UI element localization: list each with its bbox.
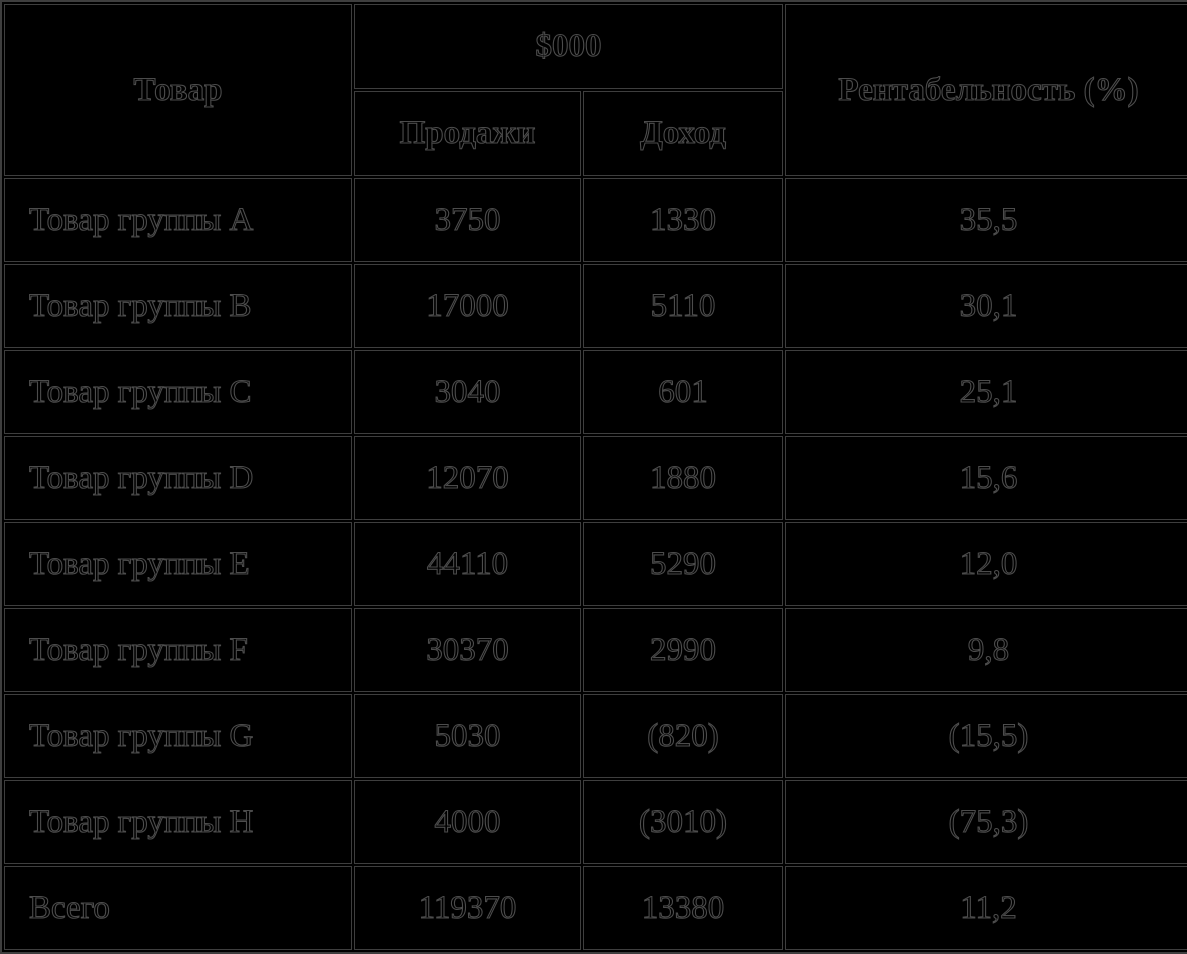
- profitability-cell: 25,1: [785, 350, 1187, 434]
- sales-cell: 3040: [354, 350, 581, 434]
- income-cell: 1880: [583, 436, 783, 520]
- profitability-cell: 9,8: [785, 608, 1187, 692]
- header-product: Товар: [4, 4, 352, 176]
- sales-cell: 30370: [354, 608, 581, 692]
- table-row: Товар группы C 3040 601 25,1: [4, 350, 1187, 434]
- table-row: Товар группы A 3750 1330 35,5: [4, 178, 1187, 262]
- product-cell: Товар группы G: [4, 694, 352, 778]
- profitability-cell: 12,0: [785, 522, 1187, 606]
- header-profitability: Рентабельность (%): [785, 4, 1187, 176]
- income-cell: 1330: [583, 178, 783, 262]
- product-cell: Товар группы B: [4, 264, 352, 348]
- profitability-cell: 11,2: [785, 866, 1187, 950]
- sales-cell: 12070: [354, 436, 581, 520]
- product-cell: Товар группы C: [4, 350, 352, 434]
- sales-cell: 5030: [354, 694, 581, 778]
- table-row: Товар группы G 5030 (820) (15,5): [4, 694, 1187, 778]
- table-row: Товар группы B 17000 5110 30,1: [4, 264, 1187, 348]
- header-row-sub: Продажи Доход: [4, 91, 1187, 176]
- table-header: Товар $000 Рентабельность (%) Продажи До…: [4, 4, 1187, 176]
- product-cell: Товар группы A: [4, 178, 352, 262]
- profitability-cell: 30,1: [785, 264, 1187, 348]
- profitability-cell: (15,5): [785, 694, 1187, 778]
- product-cell: Товар группы D: [4, 436, 352, 520]
- header-sales: Продажи: [354, 91, 581, 176]
- sales-cell: 3750: [354, 178, 581, 262]
- table-row: Товар группы D 12070 1880 15,6: [4, 436, 1187, 520]
- sales-cell: 17000: [354, 264, 581, 348]
- product-cell: Товар группы H: [4, 780, 352, 864]
- table-body: Товар группы A 3750 1330 35,5 Товар груп…: [4, 178, 1187, 950]
- product-cell: Товар группы F: [4, 608, 352, 692]
- table-row: Товар группы H 4000 (3010) (75,3): [4, 780, 1187, 864]
- product-cell: Всего: [4, 866, 352, 950]
- profitability-cell: (75,3): [785, 780, 1187, 864]
- sales-cell: 119370: [354, 866, 581, 950]
- income-cell: 13380: [583, 866, 783, 950]
- table-row: Товар группы F 30370 2990 9,8: [4, 608, 1187, 692]
- income-cell: (3010): [583, 780, 783, 864]
- sales-cell: 4000: [354, 780, 581, 864]
- income-cell: 2990: [583, 608, 783, 692]
- product-cell: Товар группы E: [4, 522, 352, 606]
- income-cell: 5290: [583, 522, 783, 606]
- income-cell: (820): [583, 694, 783, 778]
- income-cell: 5110: [583, 264, 783, 348]
- income-cell: 601: [583, 350, 783, 434]
- header-unit: $000: [354, 4, 783, 89]
- sales-cell: 44110: [354, 522, 581, 606]
- table-row-total: Всего 119370 13380 11,2: [4, 866, 1187, 950]
- header-income: Доход: [583, 91, 783, 176]
- table-row: Товар группы E 44110 5290 12,0: [4, 522, 1187, 606]
- profitability-cell: 35,5: [785, 178, 1187, 262]
- header-row-top: Товар $000 Рентабельность (%): [4, 4, 1187, 176]
- profitability-cell: 15,6: [785, 436, 1187, 520]
